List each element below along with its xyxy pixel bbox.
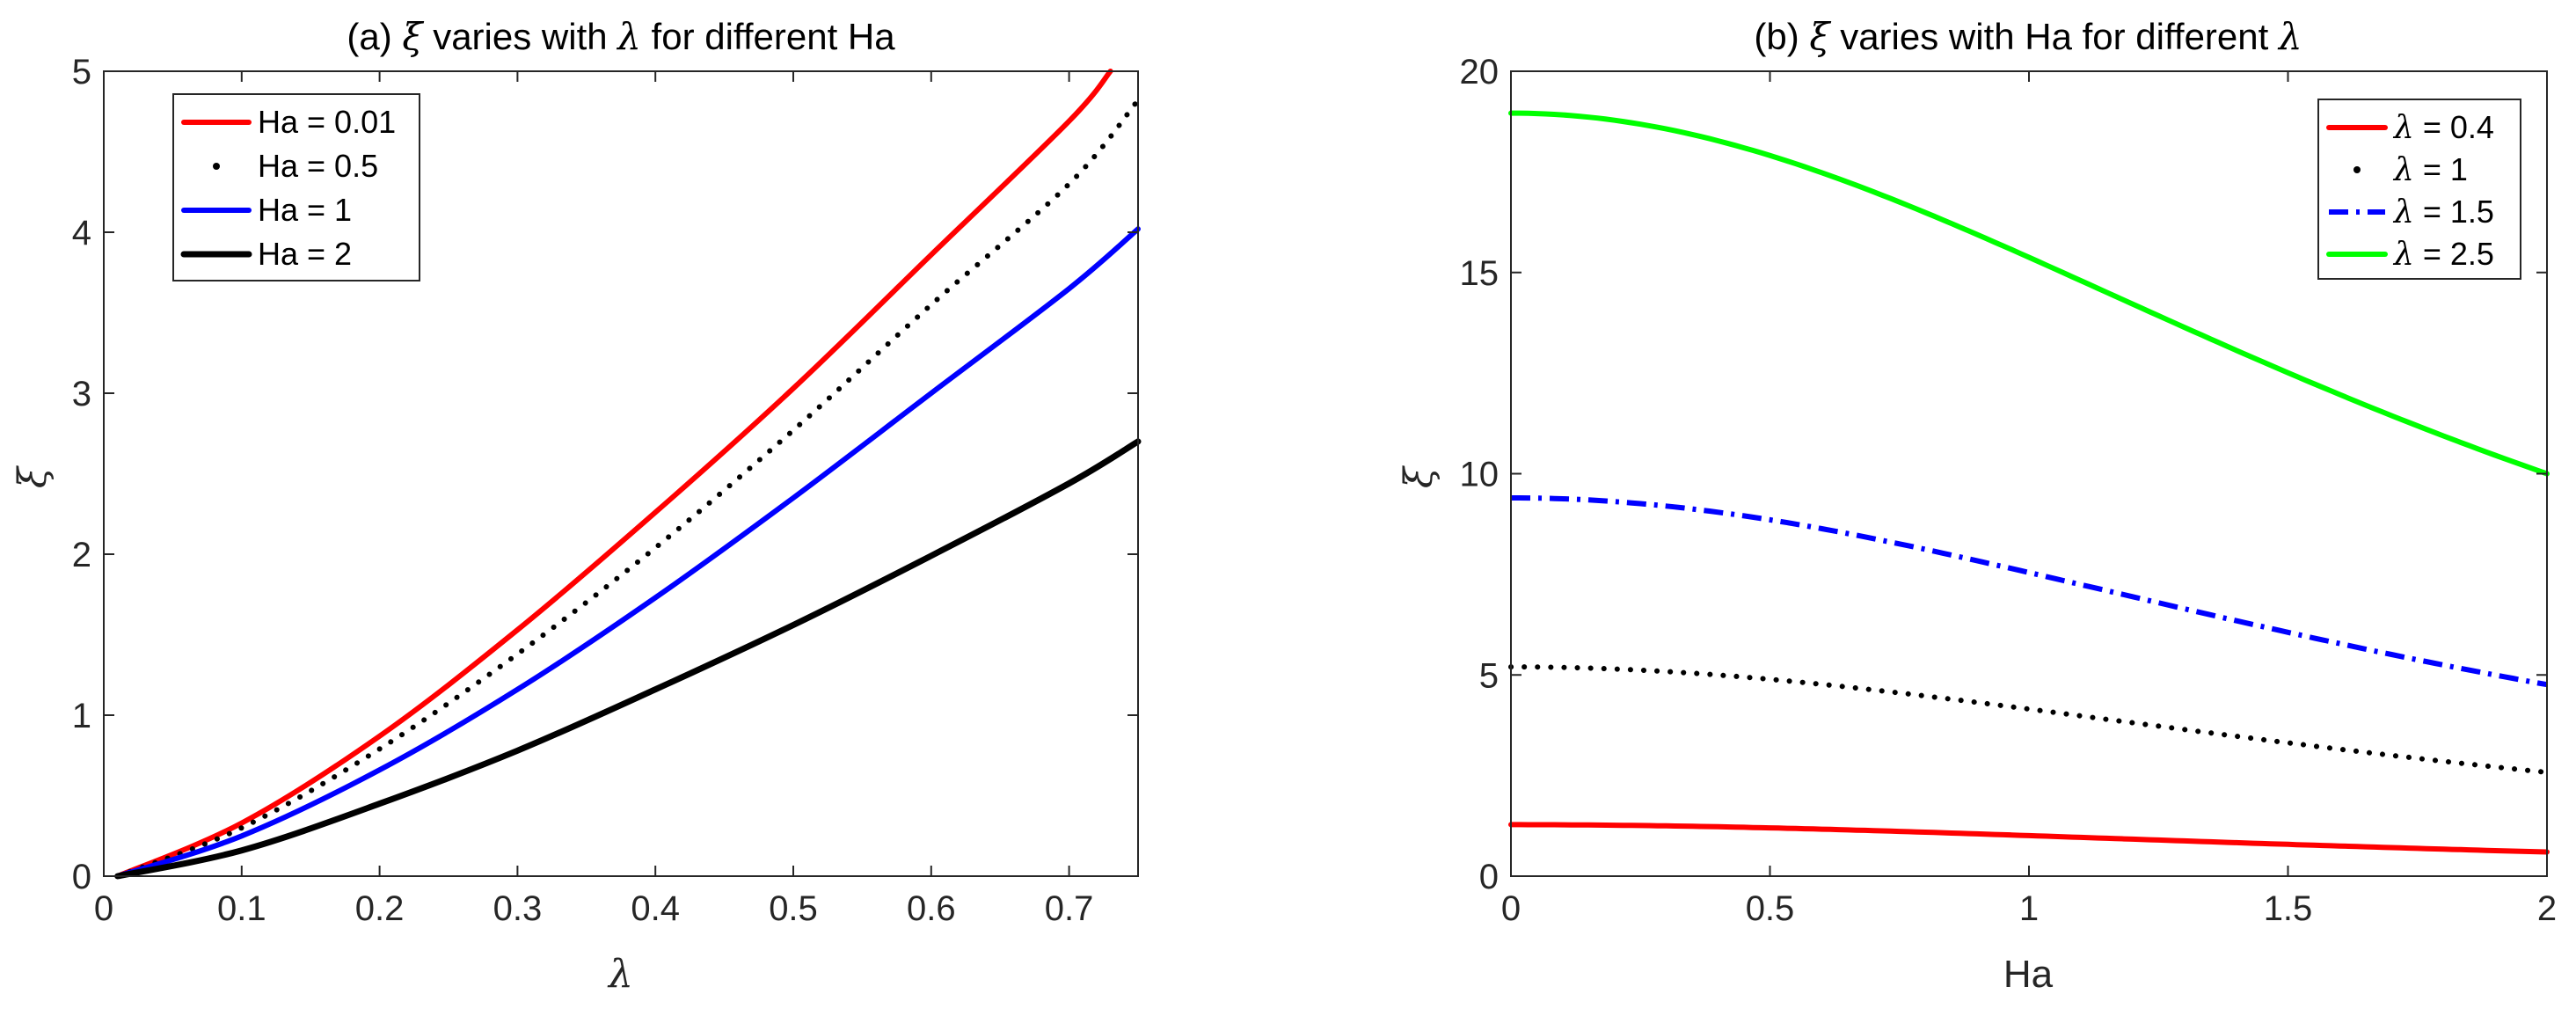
legend-entry: Ha = 0.01 — [258, 104, 396, 140]
y-tick-label: 3 — [72, 375, 91, 413]
panel-b-legend: λ = 0.4 λ = 1 λ = 1.5 λ = 2.5 — [2317, 99, 2521, 280]
y-tick-label: 20 — [1460, 53, 1500, 91]
y-tick-label: 2 — [72, 536, 91, 574]
legend-entry: λ = 0.4 — [2392, 109, 2494, 146]
legend-entry: λ = 1 — [2392, 151, 2468, 188]
y-tick-label: 10 — [1460, 456, 1500, 494]
panel-b: (b) ξ varies with Ha for different λ 0 0.… — [1397, 15, 2557, 996]
panel-a-axes: 0 0.1 0.2 0.3 0.4 0.5 0.6 0.7 0 1 2 3 4 5 — [72, 53, 1139, 928]
x-tick-label: 1 — [2019, 889, 2039, 928]
series-line — [1508, 822, 2550, 855]
legend-entry: Ha = 2 — [258, 236, 352, 272]
series-line — [1508, 110, 2550, 477]
panel-a-plot-box — [103, 70, 1139, 877]
x-tick-label: 0.5 — [769, 889, 818, 928]
legend-entry: Ha = 0.5 — [258, 148, 378, 184]
legend-entry: λ = 2.5 — [2392, 236, 2494, 273]
series-line — [114, 69, 1113, 879]
x-tick-label: 0 — [1501, 889, 1521, 928]
panel-a-legend-box — [172, 93, 420, 281]
panel-a-xlabel: λ — [607, 952, 633, 997]
y-tick-label: 15 — [1460, 254, 1500, 293]
legend-entry: λ = 1.5 — [2392, 194, 2494, 230]
y-tick-label: 0 — [1479, 858, 1499, 896]
panel-a-ylabel: ξ — [11, 464, 55, 488]
panel-b-xlabel: Ha — [2003, 953, 2054, 996]
x-tick-label: 0.3 — [493, 889, 543, 928]
series-line — [1511, 495, 2548, 688]
panel-b-ylabel: ξ — [1397, 464, 1441, 488]
y-tick-label: 0 — [72, 858, 91, 896]
panel-a-legend: Ha = 0.01 Ha = 0.5 Ha = 1 Ha = 2 — [172, 93, 420, 281]
y-tick-label: 5 — [1479, 656, 1499, 695]
series-line — [114, 226, 1141, 879]
y-tick-label: 4 — [72, 214, 91, 252]
panel-a-title: (a) ξ varies with λ for different Ha — [347, 15, 895, 58]
y-tick-label: 1 — [72, 697, 91, 735]
x-tick-label: 1.5 — [2264, 889, 2313, 928]
x-tick-label: 0.6 — [907, 889, 956, 928]
x-tick-label: 0.4 — [631, 889, 680, 928]
x-tick-label: 0.7 — [1045, 889, 1094, 928]
series-line — [114, 438, 1142, 880]
x-tick-label: 0.1 — [217, 889, 266, 928]
legend-marker — [213, 163, 220, 170]
x-tick-label: 0 — [94, 889, 113, 928]
x-tick-label: 0.5 — [1746, 889, 1795, 928]
y-tick-label: 5 — [72, 53, 91, 91]
legend-marker — [2353, 166, 2361, 173]
panel-a-series — [114, 69, 1142, 880]
panel-b-title: (b) ξ varies with Ha for different λ — [1754, 15, 2302, 58]
panel-a: (a) ξ varies with λ for different Ha 0 0.… — [11, 15, 1142, 997]
x-tick-label: 0.2 — [355, 889, 405, 928]
x-tick-label: 2 — [2537, 889, 2557, 928]
panel-b-series — [1508, 110, 2550, 855]
legend-entry: Ha = 1 — [258, 192, 352, 228]
series-line — [1508, 664, 2550, 775]
